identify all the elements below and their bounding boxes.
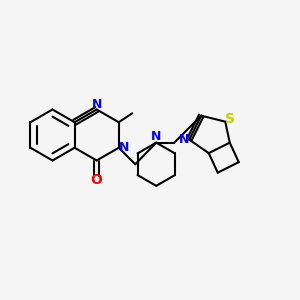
Text: N: N — [151, 130, 161, 143]
Text: S: S — [225, 112, 235, 126]
Text: N: N — [92, 98, 103, 111]
Text: N: N — [119, 141, 129, 154]
Text: N: N — [179, 133, 189, 146]
Text: O: O — [91, 173, 103, 187]
